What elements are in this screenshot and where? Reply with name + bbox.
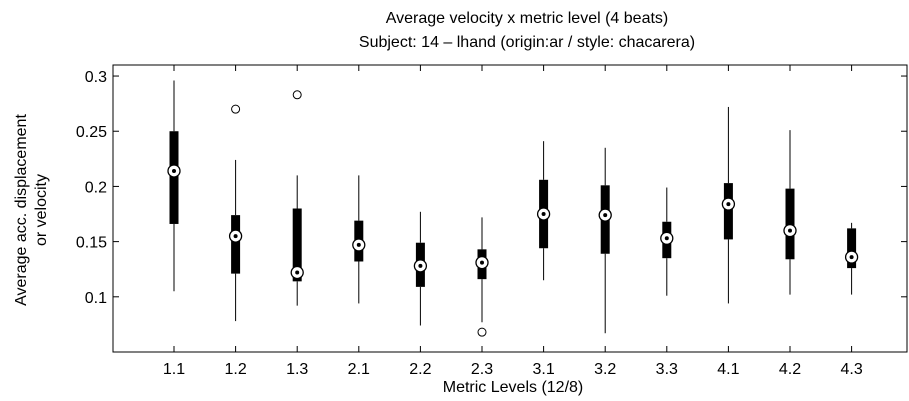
y-tick-label: 0.25	[76, 124, 107, 141]
median-dot	[480, 260, 484, 265]
outlier-point	[231, 104, 241, 114]
median-dot	[603, 213, 608, 218]
y-axis-label-line-1: Average acc. displacement	[13, 114, 30, 306]
median-dot	[172, 168, 176, 173]
y-tick-label: 0.2	[85, 179, 107, 196]
chart-subtitle: Subject: 14 – lhand (origin:ar / style: …	[359, 34, 695, 51]
median-dot	[541, 212, 546, 217]
box-iqr	[723, 183, 733, 240]
box-item	[475, 217, 489, 337]
outlier-point	[477, 327, 487, 337]
x-tick-label: 4.2	[779, 361, 801, 378]
box-item	[290, 90, 304, 306]
y-axis-label-line-2: or velocity	[33, 174, 50, 246]
box-iqr	[847, 228, 857, 269]
box-iqr	[292, 208, 302, 282]
median-dot	[849, 255, 854, 260]
x-axis-ticks: 1.1 1.2 1.3 2.1 2.2 2.3 3.1 3.2 3.3 4.1 4.2 4.3	[163, 65, 863, 378]
outlier-point	[292, 90, 302, 100]
x-tick-label: 3.1	[532, 361, 554, 378]
box-series	[167, 80, 859, 337]
box-item	[844, 222, 859, 295]
median-dot	[418, 263, 423, 268]
x-tick-label: 3.3	[656, 361, 678, 378]
median-dot	[295, 270, 300, 275]
box-iqr	[231, 215, 241, 274]
x-tick-label: 1.1	[163, 361, 185, 378]
median-dot	[233, 234, 238, 239]
box-item	[228, 104, 243, 322]
box-item	[721, 106, 736, 304]
box-item	[660, 187, 674, 296]
x-tick-label: 2.2	[409, 361, 431, 378]
x-tick-label: 2.1	[348, 361, 370, 378]
chart-title: Average velocity x metric level (4 beats…	[386, 10, 668, 27]
box-item	[167, 80, 181, 292]
x-tick-label: 3.2	[594, 361, 616, 378]
y-tick-label: 0.15	[76, 235, 107, 252]
y-tick-label: 0.3	[85, 69, 107, 86]
x-tick-label: 4.3	[840, 361, 862, 378]
plot-area-frame	[112, 64, 908, 353]
x-tick-label: 1.3	[286, 361, 308, 378]
x-tick-label: 2.3	[471, 361, 493, 378]
median-dot	[788, 228, 792, 233]
median-dot	[664, 236, 669, 241]
box-item	[413, 211, 428, 326]
x-axis-label: Metric Levels (12/8)	[443, 379, 584, 396]
box-item	[598, 147, 612, 334]
median-dot	[356, 242, 361, 247]
y-axis-label: Average acc. displacement or velocity	[13, 114, 50, 306]
box-item	[352, 175, 366, 304]
median-dot	[726, 202, 731, 207]
box-item	[536, 141, 551, 281]
x-tick-label: 1.2	[224, 361, 246, 378]
box-item	[783, 130, 797, 295]
x-tick-label: 4.1	[717, 361, 739, 378]
y-axis-ticks: 0.1 0.15 0.2 0.25 0.3	[76, 69, 907, 307]
y-tick-label: 0.1	[85, 290, 107, 307]
